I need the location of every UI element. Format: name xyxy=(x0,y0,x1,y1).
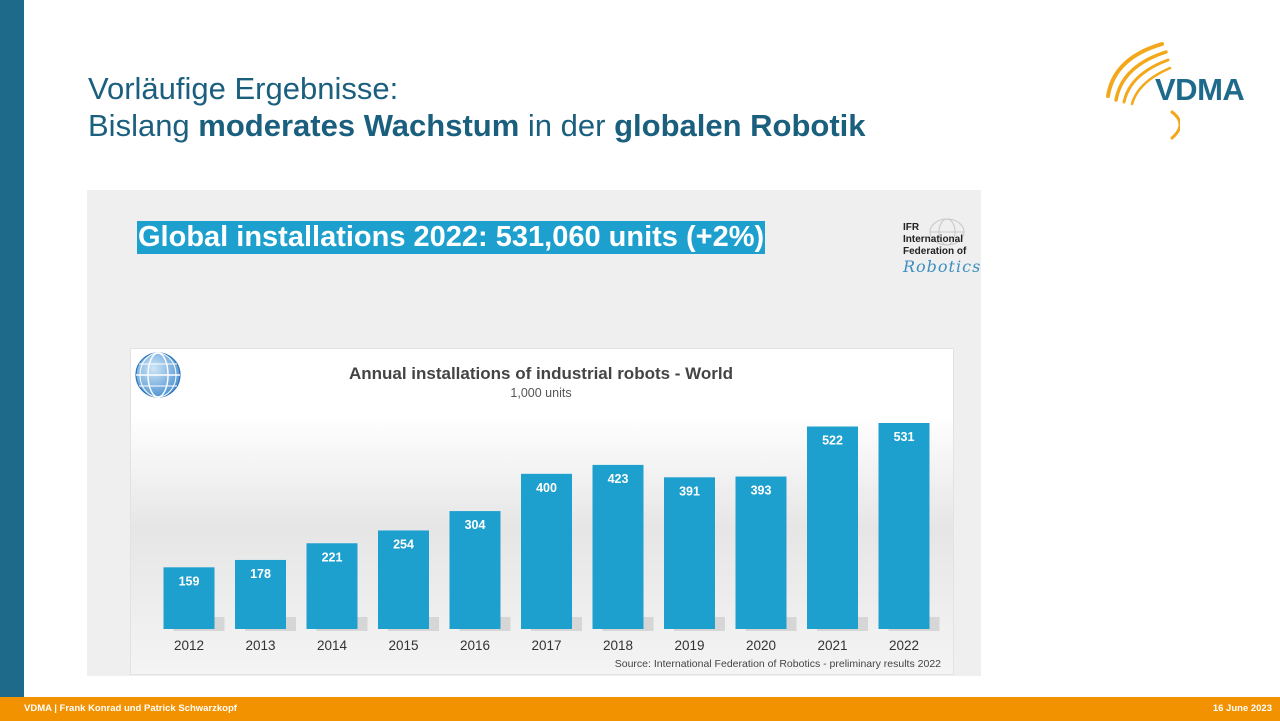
bar-chart: Annual installations of industrial robot… xyxy=(135,352,941,670)
left-accent-bar xyxy=(0,0,24,697)
content-panel: Global installations 2022: 531,060 units… xyxy=(87,190,981,676)
bar-2015 xyxy=(378,530,429,629)
ifr-logo-line-2: International xyxy=(903,234,964,245)
bar-2019 xyxy=(664,477,715,629)
x-tick-label: 2020 xyxy=(746,638,776,653)
bar-2017 xyxy=(521,473,572,629)
globe-icon xyxy=(135,352,181,398)
x-tick-label: 2019 xyxy=(674,638,704,653)
chart-subtitle: 1,000 units xyxy=(510,386,571,400)
bar-value-label: 391 xyxy=(679,484,700,498)
title-part-2: moderates Wachstum xyxy=(198,108,520,143)
ifr-logo-line-1: IFR xyxy=(903,222,920,233)
bar-value-label: 400 xyxy=(536,481,557,495)
vdma-swoosh-icon xyxy=(1106,42,1180,140)
bar-value-label: 221 xyxy=(322,550,343,564)
bar-2021 xyxy=(807,426,858,629)
ifr-logo-line-3: Federation of xyxy=(903,246,967,257)
bar-value-label: 254 xyxy=(393,537,414,551)
footer-bar: VDMA | Frank Konrad und Patrick Schwarzk… xyxy=(0,697,1280,721)
bar-value-label: 531 xyxy=(894,430,915,444)
bar-2012 xyxy=(163,567,215,629)
bar-2020 xyxy=(735,476,787,629)
bar-2018 xyxy=(592,464,644,629)
title-line-1: Vorläufige Ergebnisse: xyxy=(88,71,399,106)
bar-2022 xyxy=(878,423,930,629)
footer-date: 16 June 2023 xyxy=(1212,703,1272,714)
title-part-3: in der xyxy=(519,108,615,143)
bar-value-label: 423 xyxy=(608,472,629,486)
title-line-2: Bislang moderates Wachstum in der global… xyxy=(88,107,866,144)
bar-2014 xyxy=(306,543,358,629)
chart-bars: 159 2012 178 2013 221 2014 254 2015 304 2016 400 20… xyxy=(163,423,940,653)
bar-2013 xyxy=(235,559,286,629)
vdma-logo: VDMA xyxy=(1100,38,1270,148)
bar-value-label: 393 xyxy=(751,484,772,498)
title-part-4: globalen Robotik xyxy=(614,108,866,143)
chart-container: Annual installations of industrial robot… xyxy=(130,348,954,675)
bar-value-label: 304 xyxy=(465,518,486,532)
footer-authors: VDMA | Frank Konrad und Patrick Schwarzk… xyxy=(24,703,237,714)
x-tick-label: 2014 xyxy=(317,638,348,653)
vdma-logo-text: VDMA xyxy=(1155,72,1245,107)
x-tick-label: 2021 xyxy=(817,638,847,653)
bar-value-label: 159 xyxy=(179,574,200,588)
chart-source: Source: International Federation of Robo… xyxy=(615,658,941,670)
title-part-1: Bislang xyxy=(88,108,199,143)
bar-value-label: 522 xyxy=(822,433,843,447)
x-tick-label: 2012 xyxy=(174,638,204,653)
x-tick-label: 2022 xyxy=(889,638,919,653)
x-tick-label: 2017 xyxy=(531,638,561,653)
bar-value-label: 178 xyxy=(250,567,271,581)
x-tick-label: 2013 xyxy=(245,638,275,653)
slide-title: Vorläufige Ergebnisse: Bislang moderates… xyxy=(88,70,866,144)
x-tick-label: 2016 xyxy=(460,638,490,653)
x-tick-label: 2015 xyxy=(388,638,418,653)
ifr-logo: IFR International Federation of Robotics xyxy=(903,218,982,280)
chart-title: Annual installations of industrial robot… xyxy=(349,364,733,383)
headline: Global installations 2022: 531,060 units… xyxy=(137,221,766,254)
bar-2016 xyxy=(449,511,501,629)
x-tick-label: 2018 xyxy=(603,638,633,653)
ifr-logo-line-4: Robotics xyxy=(903,257,982,276)
ifr-globe-icon xyxy=(929,218,965,246)
